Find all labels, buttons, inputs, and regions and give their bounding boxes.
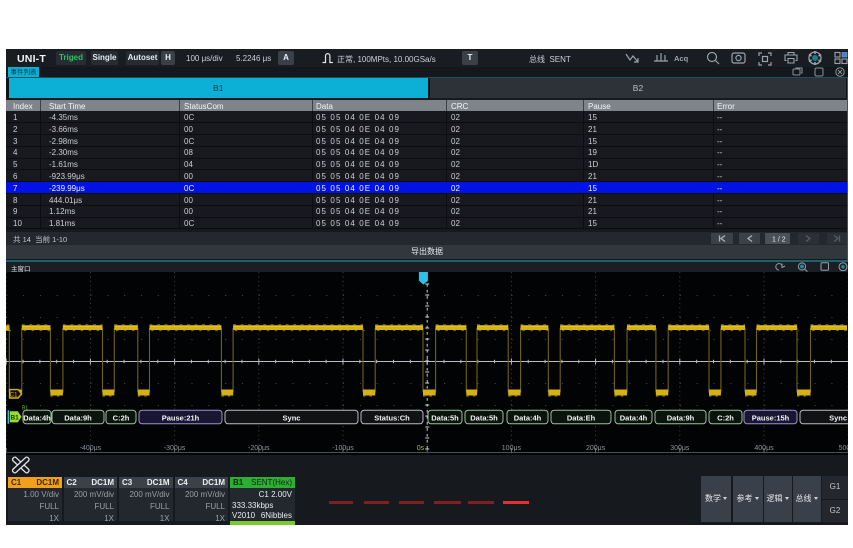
svg-text:Data:9h: Data:9h <box>667 413 695 422</box>
svg-text:C1: C1 <box>10 393 18 399</box>
svg-text:Status:Ch: Status:Ch <box>374 413 410 422</box>
svg-text:Acq: Acq <box>674 54 689 63</box>
svg-text:-400μs: -400μs <box>80 445 102 452</box>
svg-text:Pause:15h: Pause:15h <box>752 413 790 422</box>
svg-text:0s: 0s <box>417 445 425 452</box>
svg-text:500μs: 500μs <box>839 445 848 452</box>
svg-text:C:2h: C:2h <box>113 413 130 422</box>
svg-text:300μs: 300μs <box>670 445 690 452</box>
svg-text:Data:9h: Data:9h <box>64 413 92 422</box>
svg-text:-300μs: -300μs <box>164 445 186 452</box>
svg-text:Data:Eh: Data:Eh <box>567 413 596 422</box>
svg-text:Data:4h: Data:4h <box>514 413 542 422</box>
svg-text:100μs: 100μs <box>502 445 522 452</box>
svg-text:Pause:21h: Pause:21h <box>162 413 200 422</box>
svg-text:Data:5h: Data:5h <box>431 413 459 422</box>
svg-text:B1: B1 <box>10 415 19 422</box>
svg-text:Data:5h: Data:5h <box>470 413 498 422</box>
svg-text:Data:4h: Data:4h <box>23 413 51 422</box>
svg-text:B1: B1 <box>22 406 28 412</box>
svg-text:200μs: 200μs <box>586 445 606 452</box>
svg-text:Sync: Sync <box>283 413 301 422</box>
svg-text:-100μs: -100μs <box>332 445 354 452</box>
svg-text:C:2h: C:2h <box>717 413 734 422</box>
svg-text:1 / 2: 1 / 2 <box>772 236 786 243</box>
svg-text:400μs: 400μs <box>754 445 774 452</box>
svg-text:Data:4h: Data:4h <box>620 413 648 422</box>
svg-text:Sync: Sync <box>829 413 847 422</box>
svg-text:-200μs: -200μs <box>248 445 270 452</box>
